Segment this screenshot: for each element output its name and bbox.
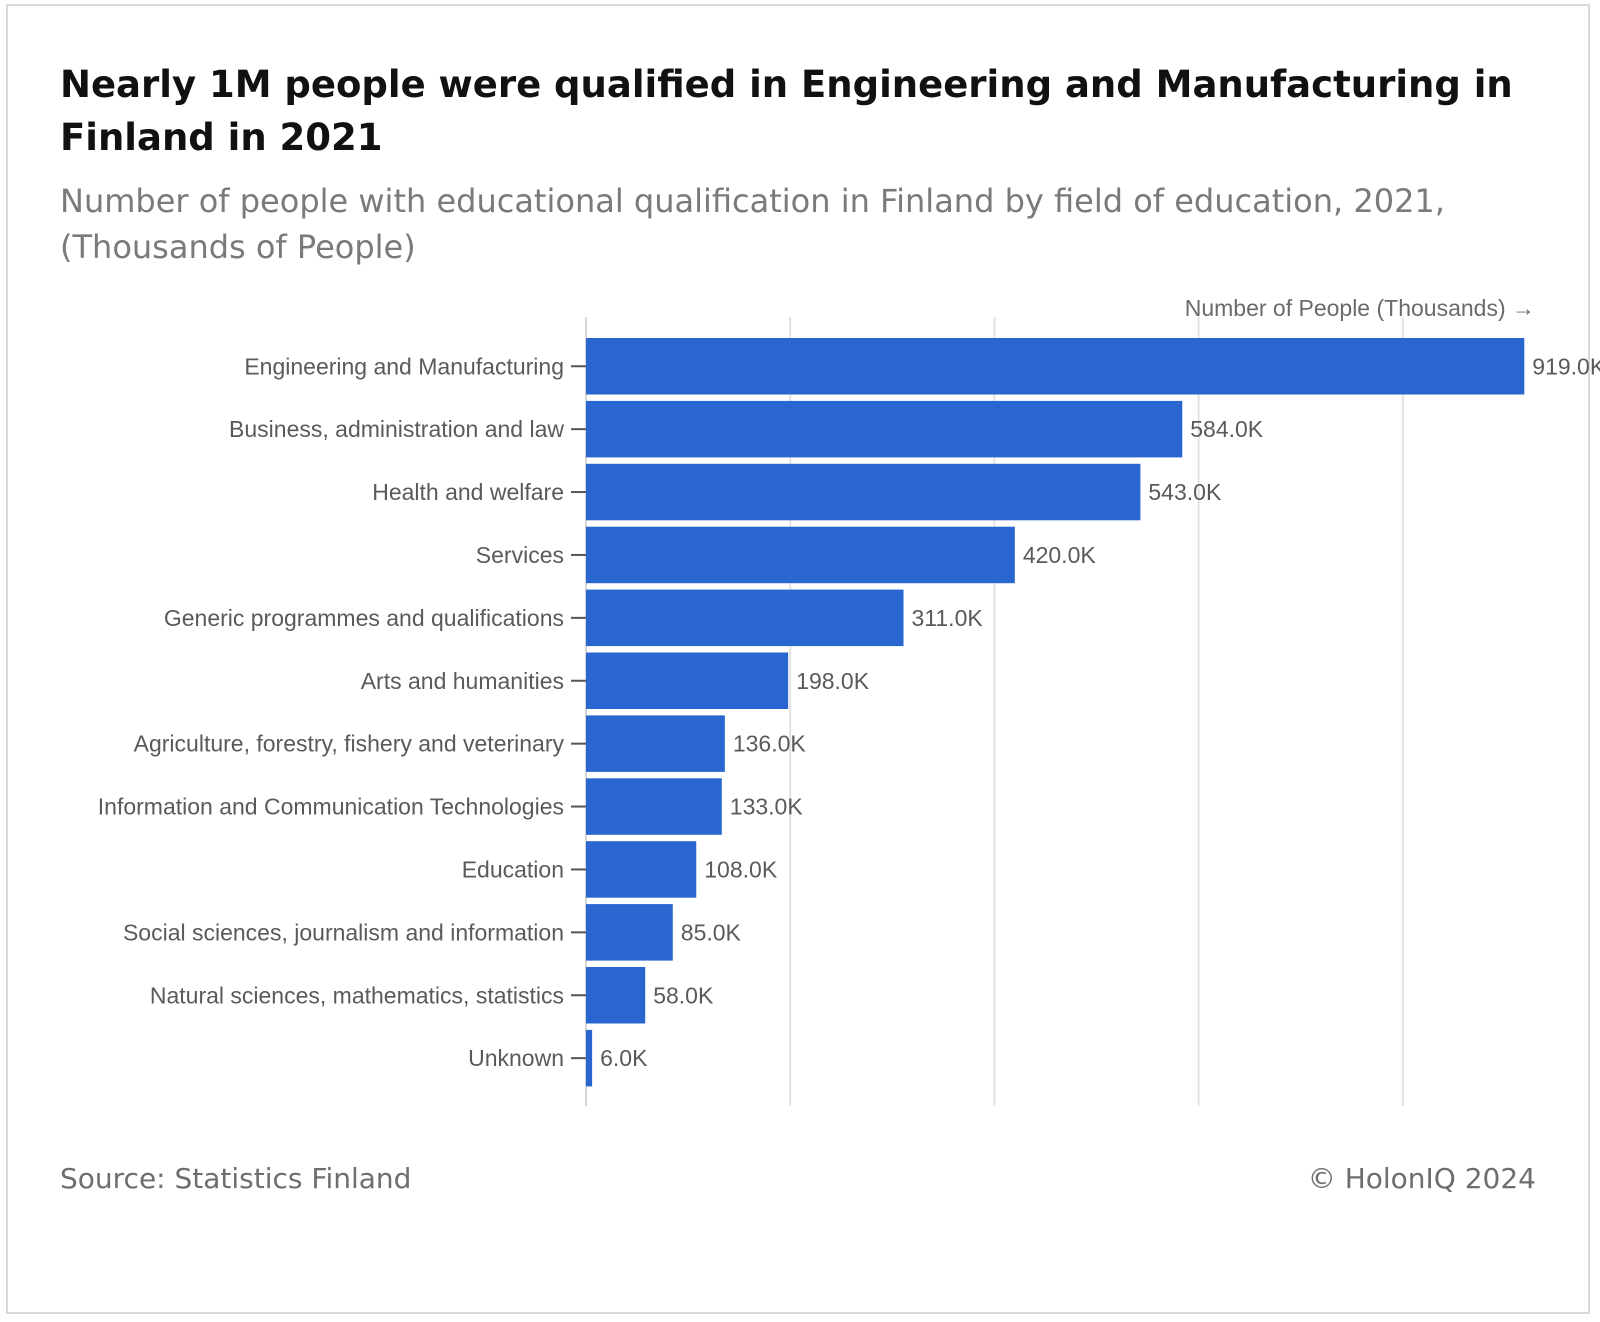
data-label: 919.0K: [1532, 353, 1600, 379]
category-label: Unknown: [468, 1045, 564, 1071]
bar: [586, 967, 646, 1024]
source-note: Source: Statistics Finland: [60, 1162, 412, 1195]
data-label: 133.0K: [730, 794, 804, 820]
bar: [586, 904, 673, 961]
bar: [586, 778, 722, 835]
data-label: 543.0K: [1148, 479, 1222, 505]
bar: [586, 715, 725, 772]
bar: [586, 400, 1183, 458]
data-label: 85.0K: [681, 919, 742, 945]
chart-title: Nearly 1M people were qualified in Engin…: [60, 63, 1513, 159]
chart-subtitle: Number of people with educational qualif…: [60, 182, 1445, 266]
x-axis-title: Number of People (Thousands) →: [1185, 295, 1535, 321]
category-label: Arts and humanities: [361, 668, 564, 694]
data-label: 420.0K: [1023, 542, 1097, 568]
bar: [586, 589, 904, 647]
data-label: 136.0K: [733, 731, 807, 757]
data-label: 198.0K: [796, 668, 870, 694]
copyright-note: © HolonIQ 2024: [1307, 1162, 1536, 1195]
data-label: 58.0K: [653, 982, 714, 1008]
category-label: Engineering and Manufacturing: [244, 353, 564, 379]
data-label: 311.0K: [912, 605, 984, 631]
category-label: Services: [476, 542, 564, 568]
bar: [586, 526, 1015, 584]
bar: [586, 1029, 593, 1087]
category-label: Natural sciences, mathematics, statistic…: [150, 982, 564, 1008]
category-label: Social sciences, journalism and informat…: [123, 919, 564, 945]
category-label: Information and Communication Technologi…: [98, 794, 564, 820]
category-label: Agriculture, forestry, fishery and veter…: [134, 731, 565, 757]
category-label: Education: [462, 856, 564, 882]
category-label: Generic programmes and qualifications: [164, 605, 564, 631]
bar: [586, 463, 1141, 521]
bar: [586, 841, 697, 898]
bar: [586, 652, 789, 709]
bar: [586, 338, 1525, 395]
data-label: 584.0K: [1190, 416, 1264, 442]
category-label: Business, administration and law: [229, 416, 564, 442]
category-label: Health and welfare: [372, 479, 564, 505]
chart-card: Nearly 1M people were qualified in Engin…: [6, 4, 1590, 1314]
data-label: 108.0K: [704, 856, 778, 882]
data-label: 6.0K: [600, 1045, 648, 1071]
